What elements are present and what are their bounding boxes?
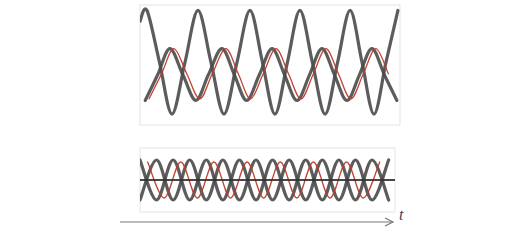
plot-frame	[140, 148, 395, 212]
wave-line	[145, 49, 397, 101]
axis-arrow	[385, 218, 393, 226]
plot-area	[140, 9, 398, 114]
plot-frame	[140, 5, 400, 125]
wave-line	[140, 179, 395, 181]
chart-canvas: t	[0, 0, 505, 235]
time-axis	[120, 221, 392, 222]
plot-area	[140, 160, 395, 200]
axis-label: t	[399, 206, 404, 223]
wave-line	[149, 49, 388, 99]
wave-line	[140, 9, 398, 114]
